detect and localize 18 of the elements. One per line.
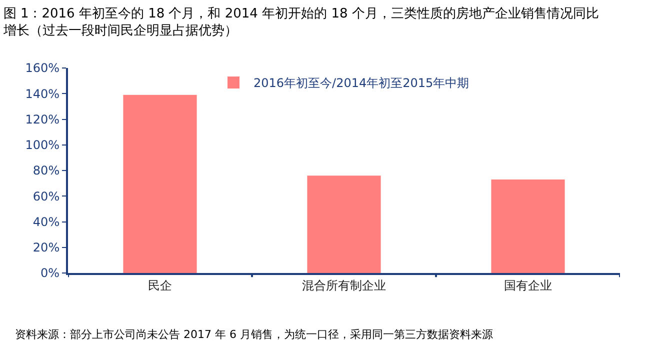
y-tick-label: 160% xyxy=(25,61,60,76)
y-tick-label: 0% xyxy=(40,266,60,280)
x-tick-label: 混合所有制企业 xyxy=(302,278,386,292)
y-tick-label: 80% xyxy=(32,164,60,178)
y-tick-label: 60% xyxy=(32,189,60,204)
bar xyxy=(491,179,565,273)
y-tick-label: 40% xyxy=(32,214,60,229)
y-tick-label: 100% xyxy=(25,138,60,152)
bar xyxy=(307,176,381,273)
legend-label: 2016年初至今/2014年初至2015年中期 xyxy=(254,76,470,90)
bar xyxy=(123,94,197,273)
text: 资料来源：部分上市公司尚未公告 2017 年 6 月销售，为统一口径，采用同一第三方数据资料来源 xyxy=(15,328,493,341)
y-tick-label: 120% xyxy=(25,112,60,126)
y-tick-label: 20% xyxy=(32,240,60,255)
x-tick-label: 国有企业 xyxy=(504,278,552,292)
chart-title: 图 1：2016 年初至今的 18 个月，和 2014 年初开始的 18 个月，三类性质的房地产企业销售情况同比增长（过去一段时间民企明显占据优势） xyxy=(2,5,599,38)
y-tick-label: 140% xyxy=(25,86,60,101)
x-tick-label: 民企 xyxy=(148,278,172,292)
